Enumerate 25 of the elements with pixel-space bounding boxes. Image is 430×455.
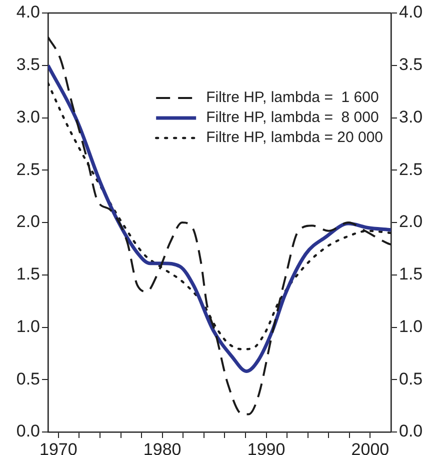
y2-tick-label: 4.0 bbox=[399, 2, 423, 22]
y-tick-label: 3.0 bbox=[16, 107, 40, 126]
y2-tick-label: 3.0 bbox=[399, 107, 423, 126]
y2-tick-label: 1.5 bbox=[399, 264, 423, 284]
x-tick-label: 2000 bbox=[351, 440, 390, 455]
y-tick-label: 3.5 bbox=[16, 55, 40, 74]
y-tick-label: 1.5 bbox=[16, 264, 40, 284]
y-tick-label: 4.0 bbox=[16, 2, 40, 22]
y2-tick-label: 2.5 bbox=[399, 160, 423, 179]
y-tick-label: 0.0 bbox=[16, 422, 40, 441]
y-tick-label: 1.0 bbox=[16, 316, 40, 336]
y2-tick-label: 3.5 bbox=[399, 55, 423, 74]
y2-tick-label: 1.0 bbox=[399, 316, 423, 336]
y2-tick-label: 2.0 bbox=[399, 212, 423, 232]
y-tick-label: 2.0 bbox=[16, 212, 40, 232]
legend-label: Filtre HP, lambda = 20 000 bbox=[206, 129, 384, 146]
x-tick-label: 1990 bbox=[247, 440, 286, 455]
y2-tick-label: 0.5 bbox=[399, 369, 423, 388]
x-tick-label: 1970 bbox=[39, 440, 78, 455]
y-tick-label: 2.5 bbox=[16, 160, 40, 179]
y-tick-label: 0.5 bbox=[16, 369, 40, 388]
legend-label: Filtre HP, lambda = 1 600 bbox=[206, 89, 379, 106]
x-tick-label: 1980 bbox=[143, 440, 182, 455]
y2-tick-label: 0.0 bbox=[399, 422, 423, 441]
legend-label: Filtre HP, lambda = 8 000 bbox=[206, 109, 379, 126]
